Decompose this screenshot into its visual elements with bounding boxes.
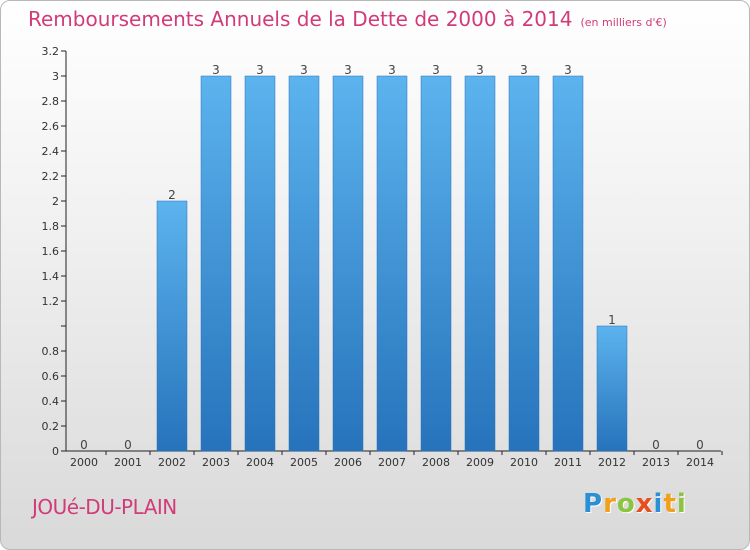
data-label: 3: [564, 63, 572, 77]
bar: [552, 75, 584, 452]
bar: [156, 200, 188, 452]
data-label: 3: [432, 63, 440, 77]
x-tick-label: 2014: [686, 456, 714, 469]
y-tick-label: 2.4: [42, 145, 60, 158]
y-tick-label: 0: [52, 445, 59, 458]
x-tick-label: 2001: [114, 456, 142, 469]
y-tick-label: 1.2: [42, 295, 60, 308]
y-tick-label: 0.4: [42, 395, 60, 408]
bar: [376, 75, 408, 452]
x-tick-label: 2007: [378, 456, 406, 469]
x-tick-label: 2009: [466, 456, 494, 469]
data-label: 3: [300, 63, 308, 77]
y-tick-label: 1.6: [42, 245, 60, 258]
logo-letter: r: [603, 489, 617, 519]
data-label: 3: [212, 63, 220, 77]
proxiti-logo: Proxiti: [583, 489, 687, 519]
logo-letter: x: [635, 489, 654, 519]
y-tick-label: 0.6: [42, 370, 60, 383]
x-tick-label: 2002: [158, 456, 186, 469]
data-label: 1: [608, 313, 616, 327]
y-tick-label: 0.8: [42, 345, 60, 358]
data-label: 0: [80, 438, 88, 452]
x-tick-label: 2013: [642, 456, 670, 469]
data-label: 3: [256, 63, 264, 77]
x-tick-label: 2003: [202, 456, 230, 469]
x-tick-label: 2006: [334, 456, 362, 469]
bar: [200, 75, 232, 452]
x-tick-label: 2011: [554, 456, 582, 469]
bars: [156, 75, 628, 452]
x-tick-label: 2010: [510, 456, 538, 469]
logo-letter: i: [676, 489, 687, 519]
y-tick-label: 1.4: [42, 270, 60, 283]
bar: [464, 75, 496, 452]
x-tick-label: 2004: [246, 456, 274, 469]
bar: [420, 75, 452, 452]
data-label: 2: [168, 188, 176, 202]
x-tick-label: 2000: [70, 456, 98, 469]
bar: [332, 75, 364, 452]
logo-letter: t: [663, 489, 677, 519]
y-tick-label: 2.2: [42, 170, 60, 183]
title-text: Remboursements Annuels de la Dette de 20…: [28, 7, 573, 31]
data-label: 3: [520, 63, 528, 77]
x-tick-label: 2008: [422, 456, 450, 469]
y-tick-label: 0.2: [42, 420, 60, 433]
y-tick-label: 3.2: [42, 45, 60, 58]
bar: [244, 75, 276, 452]
y-tick-label: 2.8: [42, 95, 60, 108]
logo-letter: P: [583, 489, 604, 519]
bar: [288, 75, 320, 452]
chart-title: Remboursements Annuels de la Dette de 20…: [28, 7, 667, 31]
title-unit: (en milliers d'€): [580, 16, 667, 29]
axes: 0 0.2 0.4 0.6 0.8 1.2 1.4 1.6 1.8 2 2.2 2.4 2.6 2.8 3 3…: [42, 45, 723, 469]
data-label: 0: [652, 438, 660, 452]
bar: [596, 325, 628, 452]
data-label: 3: [388, 63, 396, 77]
bar: [508, 75, 540, 452]
y-tick-label: 1.8: [42, 220, 60, 233]
x-tick-label: 2012: [598, 456, 626, 469]
y-tick-label: 2.6: [42, 120, 60, 133]
data-label: 3: [344, 63, 352, 77]
y-tick-label: 3: [52, 70, 59, 83]
logo-letter: o: [616, 489, 636, 519]
commune-name: JOUé-DU-PLAIN: [32, 495, 177, 519]
logo-letter: i: [653, 489, 664, 519]
x-tick-label: 2005: [290, 456, 318, 469]
data-label: 0: [124, 438, 132, 452]
data-labels: 0 0 2 3 3 3 3 3 3 3 3 3 1 0 0: [80, 63, 704, 452]
data-label: 0: [696, 438, 704, 452]
y-tick-label: 2: [52, 195, 59, 208]
data-label: 3: [476, 63, 484, 77]
